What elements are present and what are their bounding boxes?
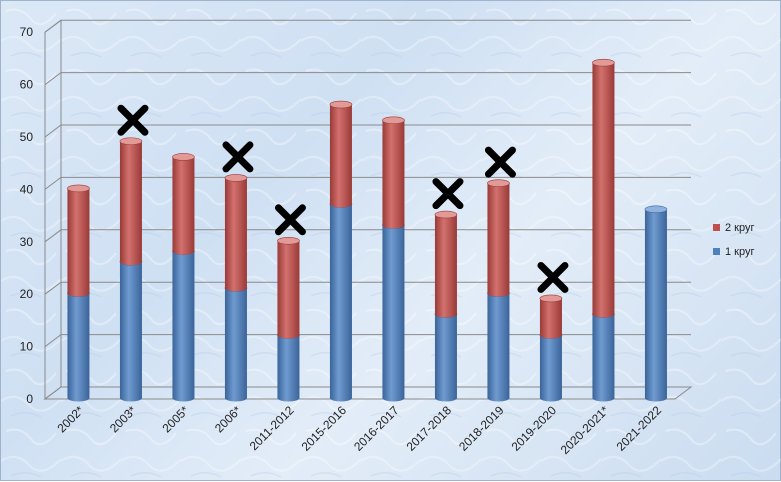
- legend-item: 2 круг: [713, 222, 755, 234]
- bar-segment-2-krug: [119, 137, 143, 266]
- bar-segment-1-krug: [67, 289, 90, 402]
- bar-segment-1-krug: [539, 331, 563, 402]
- bar-segment-2-krug: [539, 294, 563, 339]
- bar-segment-1-krug: [224, 284, 248, 402]
- legend-item: 1 круг: [713, 246, 755, 258]
- gridline: [44, 19, 691, 33]
- legend-swatch: [713, 224, 720, 231]
- y-tick-label: 60: [20, 78, 34, 92]
- bar-segment-1-krug: [277, 331, 300, 402]
- bar-segment-2-krug: [67, 184, 90, 297]
- bar-segment-2-krug: [224, 174, 248, 292]
- cross-mark-icon: [222, 141, 254, 173]
- bar-segment-2-krug: [592, 58, 615, 318]
- bar-segment-2-krug: [277, 237, 300, 339]
- gridline: [44, 281, 691, 295]
- bar-segment-2-krug: [172, 153, 195, 255]
- gridline: [44, 176, 691, 190]
- cross-mark-icon: [432, 178, 464, 210]
- bar-segment-2-krug: [382, 116, 405, 229]
- bar-segment-1-krug: [434, 310, 458, 402]
- cross-mark-icon: [484, 146, 516, 178]
- bar-segment-1-krug: [172, 247, 195, 402]
- bar-segment-1-krug: [487, 289, 510, 402]
- bar-segment-2-krug: [487, 179, 510, 297]
- gridline: [44, 229, 691, 243]
- bar-segment-1-krug: [382, 221, 405, 402]
- bar-segment-1-krug: [119, 257, 143, 402]
- bar-segment-1-krug: [329, 200, 353, 402]
- cross-mark-icon: [117, 104, 149, 136]
- legend-swatch: [713, 248, 720, 255]
- bar-segment-2-krug: [434, 210, 458, 318]
- y-tick-label: 40: [20, 182, 34, 196]
- y-tick-label: 0: [26, 392, 33, 406]
- cross-mark-icon: [537, 261, 569, 293]
- y-tick-label: 70: [20, 25, 34, 39]
- y-tick-label: 50: [20, 130, 34, 144]
- cross-mark-icon: [274, 204, 306, 236]
- y-tick-label: 30: [20, 235, 34, 249]
- legend-label: 1 круг: [725, 246, 755, 258]
- bar-segment-2-krug: [329, 100, 353, 208]
- bar-segment-1-krug: [644, 205, 668, 402]
- y-tick-label: 20: [20, 287, 34, 301]
- legend-label: 2 круг: [725, 222, 755, 234]
- floor: [43, 386, 693, 400]
- y-tick-label: 10: [20, 340, 34, 354]
- gridline: [44, 72, 691, 85]
- gridline: [44, 124, 691, 138]
- bar-segment-1-krug: [592, 310, 615, 402]
- gridline: [44, 334, 691, 348]
